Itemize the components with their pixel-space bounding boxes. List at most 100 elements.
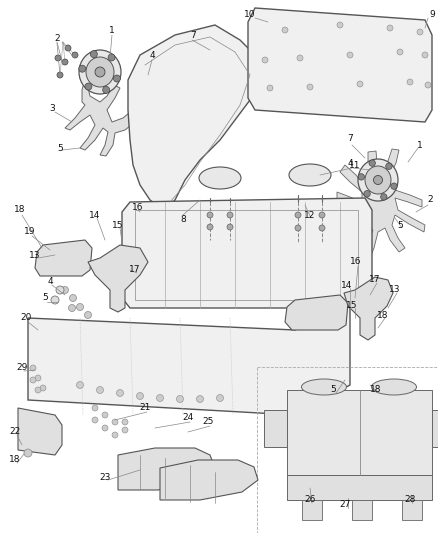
Ellipse shape — [116, 390, 123, 397]
Ellipse shape — [30, 365, 36, 371]
Ellipse shape — [346, 52, 352, 58]
Ellipse shape — [51, 296, 59, 304]
Ellipse shape — [261, 57, 267, 63]
Ellipse shape — [113, 75, 120, 82]
Ellipse shape — [62, 59, 68, 65]
Ellipse shape — [95, 67, 105, 77]
Text: 7: 7 — [346, 133, 352, 142]
Ellipse shape — [30, 377, 36, 383]
Ellipse shape — [357, 174, 364, 180]
Ellipse shape — [57, 72, 63, 78]
Ellipse shape — [35, 387, 41, 393]
Polygon shape — [118, 448, 215, 490]
Ellipse shape — [226, 212, 233, 218]
Text: 29: 29 — [16, 364, 28, 373]
Ellipse shape — [136, 392, 143, 400]
Text: 16: 16 — [350, 257, 361, 266]
Text: 3: 3 — [49, 103, 55, 112]
Ellipse shape — [176, 395, 183, 402]
Text: 12: 12 — [304, 211, 315, 220]
Text: 11: 11 — [349, 160, 360, 169]
Ellipse shape — [368, 160, 374, 166]
Ellipse shape — [306, 84, 312, 90]
Ellipse shape — [416, 29, 422, 35]
Text: 8: 8 — [180, 215, 185, 224]
Ellipse shape — [318, 225, 324, 231]
Polygon shape — [65, 79, 140, 156]
Polygon shape — [284, 295, 347, 330]
Polygon shape — [247, 8, 431, 122]
Ellipse shape — [207, 224, 212, 230]
Polygon shape — [35, 240, 92, 276]
Ellipse shape — [108, 54, 115, 61]
Text: 18: 18 — [369, 385, 381, 394]
Ellipse shape — [318, 212, 324, 218]
Ellipse shape — [72, 52, 78, 58]
Ellipse shape — [86, 57, 114, 87]
Ellipse shape — [84, 311, 91, 319]
Ellipse shape — [364, 166, 390, 194]
Ellipse shape — [40, 385, 46, 391]
Text: 18: 18 — [9, 456, 21, 464]
Text: 9: 9 — [428, 10, 434, 19]
Ellipse shape — [96, 386, 103, 393]
Ellipse shape — [198, 167, 240, 189]
Ellipse shape — [56, 286, 64, 294]
Polygon shape — [351, 500, 371, 520]
Text: 4: 4 — [149, 51, 155, 60]
Ellipse shape — [373, 175, 381, 184]
Polygon shape — [336, 149, 424, 258]
Ellipse shape — [357, 159, 397, 201]
Ellipse shape — [396, 49, 402, 55]
Ellipse shape — [102, 425, 108, 431]
Ellipse shape — [92, 417, 98, 423]
Text: 14: 14 — [89, 211, 100, 220]
Ellipse shape — [356, 81, 362, 87]
Polygon shape — [343, 277, 392, 340]
Text: 7: 7 — [190, 30, 195, 39]
Ellipse shape — [65, 45, 71, 51]
Ellipse shape — [294, 225, 300, 231]
Ellipse shape — [76, 303, 83, 311]
Polygon shape — [286, 390, 431, 475]
Text: 25: 25 — [202, 417, 213, 426]
Text: 5: 5 — [396, 221, 402, 230]
Polygon shape — [286, 475, 431, 500]
Ellipse shape — [69, 295, 76, 302]
Ellipse shape — [363, 191, 369, 197]
Ellipse shape — [24, 449, 32, 457]
Ellipse shape — [336, 22, 342, 28]
Polygon shape — [28, 305, 349, 415]
Ellipse shape — [297, 55, 302, 61]
Ellipse shape — [424, 82, 430, 88]
Ellipse shape — [122, 419, 128, 425]
Polygon shape — [263, 410, 286, 447]
Ellipse shape — [68, 304, 75, 311]
Text: 13: 13 — [389, 286, 400, 295]
Text: 20: 20 — [20, 313, 32, 322]
Ellipse shape — [371, 379, 416, 395]
Ellipse shape — [288, 164, 330, 186]
Text: 19: 19 — [24, 228, 35, 237]
Text: 17: 17 — [129, 265, 141, 274]
Polygon shape — [122, 198, 371, 308]
Text: 17: 17 — [368, 276, 380, 285]
Ellipse shape — [421, 52, 427, 58]
Text: 22: 22 — [9, 427, 21, 437]
Polygon shape — [128, 25, 259, 210]
Ellipse shape — [112, 419, 118, 425]
Ellipse shape — [35, 375, 41, 381]
Text: 10: 10 — [244, 10, 255, 19]
Ellipse shape — [380, 193, 386, 200]
Ellipse shape — [90, 51, 97, 58]
Text: 21: 21 — [139, 403, 150, 413]
Polygon shape — [301, 500, 321, 520]
Ellipse shape — [102, 412, 108, 418]
Ellipse shape — [216, 394, 223, 401]
Ellipse shape — [207, 212, 212, 218]
Text: 28: 28 — [403, 496, 415, 505]
Ellipse shape — [76, 382, 83, 389]
Ellipse shape — [156, 394, 163, 401]
Ellipse shape — [85, 83, 92, 90]
Ellipse shape — [385, 163, 391, 169]
